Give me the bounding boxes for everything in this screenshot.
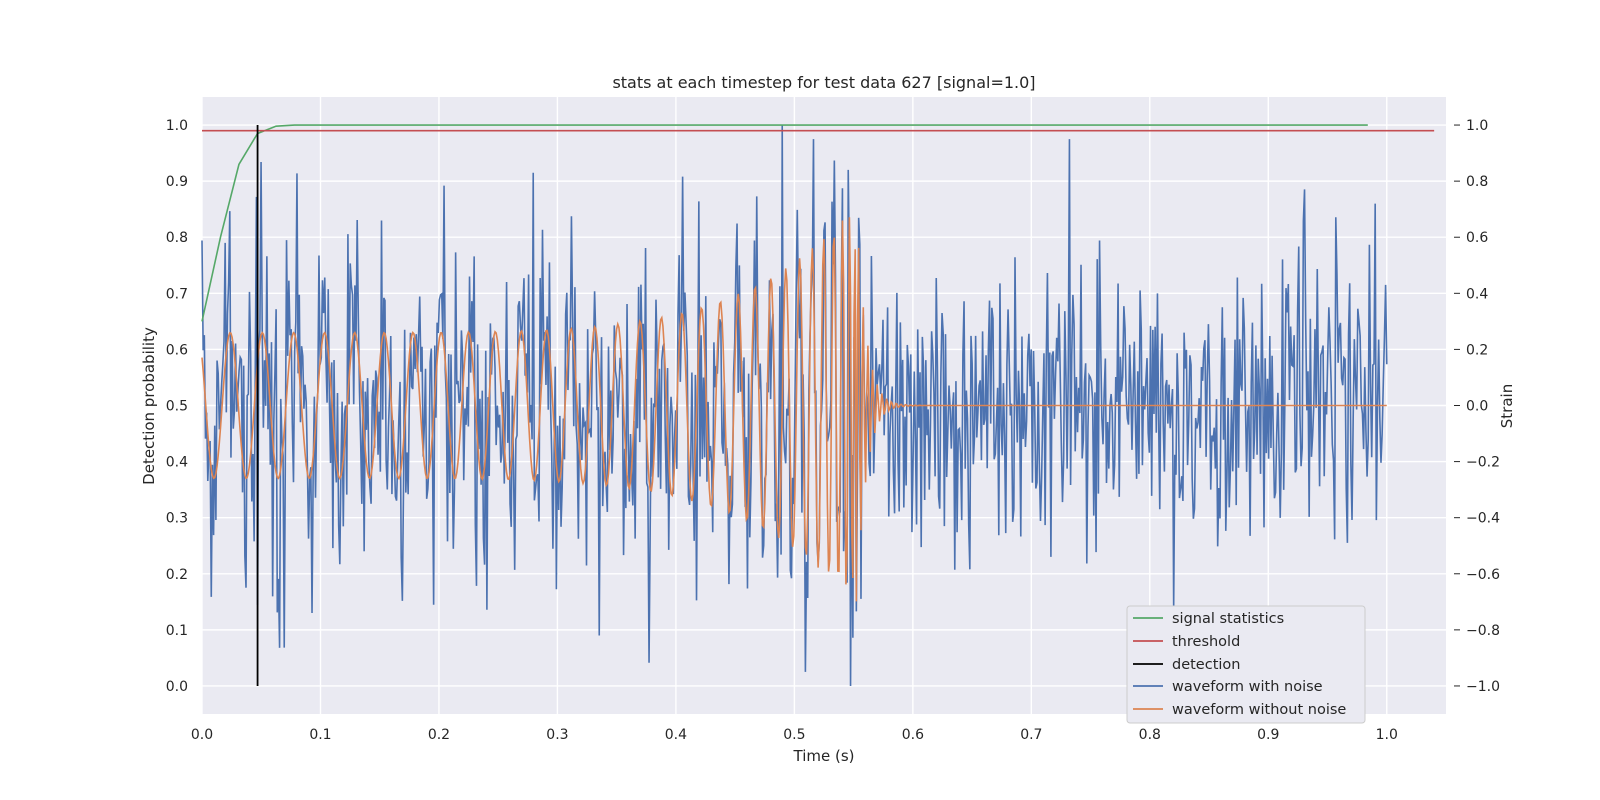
y-left-tick-label: 0.3	[166, 511, 188, 527]
legend-box	[1126, 605, 1366, 724]
legend-label-detection: detection	[1172, 657, 1240, 673]
y-left-tick-label: 0.1	[166, 623, 188, 639]
legend: signal statistics threshold detection wa…	[1126, 605, 1366, 724]
y-axis-left-label: Detection probability	[140, 327, 158, 485]
x-tick-label: 0.2	[428, 727, 450, 743]
chart-title: stats at each timestep for test data 627…	[612, 73, 1035, 92]
x-tick-label: 0.5	[783, 727, 805, 743]
y-right-tick-label: 0.0	[1466, 399, 1488, 415]
y-left-tick-label: 0.6	[166, 342, 188, 358]
x-tick-label: 0.3	[546, 727, 568, 743]
y-right-tick-label: −0.2	[1466, 455, 1500, 471]
waveform-without-noise-line	[201, 217, 1387, 602]
y-left-tick-label: 0.0	[166, 679, 188, 695]
x-tick-label: 0.1	[309, 727, 331, 743]
legend-label-threshold: threshold	[1172, 634, 1240, 650]
waveform-with-noise-line	[201, 125, 1388, 686]
y-left-tick-label: 0.8	[166, 230, 188, 246]
legend-label-waveform-with-noise: waveform with noise	[1172, 679, 1323, 695]
y-right-tick-label: 0.6	[1466, 230, 1488, 246]
y-left-tick-label: 0.9	[166, 174, 188, 190]
y-right-tick-label: −0.4	[1466, 511, 1500, 527]
x-axis-label: Time (s)	[793, 747, 855, 765]
x-tick-label: 0.9	[1257, 727, 1279, 743]
x-tick-label: 0.8	[1139, 727, 1161, 743]
legend-label-signal-statistics: signal statistics	[1172, 611, 1284, 627]
y-right-tick-label: 0.2	[1466, 342, 1488, 358]
x-tick-label: 0.0	[191, 727, 213, 743]
y-left-tick-label: 0.4	[166, 455, 188, 471]
y-right-tick-label: 0.4	[1466, 286, 1488, 302]
legend-label-waveform-without-noise: waveform without noise	[1172, 702, 1346, 718]
y-left-tick-label: 1.0	[166, 118, 188, 134]
y-right-tick-label: −0.8	[1466, 623, 1500, 639]
y-left-tick-label: 0.5	[166, 399, 188, 415]
signal-statistics-line	[201, 124, 1368, 322]
y-right-tick-label: −1.0	[1466, 679, 1500, 695]
series-layer	[201, 124, 1435, 686]
y-right-tick-label: 1.0	[1466, 118, 1488, 134]
y-right-tick-label: −0.6	[1466, 567, 1500, 583]
x-tick-label: 1.0	[1376, 727, 1398, 743]
y-axis-right-label: Strain	[1498, 384, 1516, 428]
x-tick-label: 0.7	[1020, 727, 1042, 743]
y-left-tick-label: 0.2	[166, 567, 188, 583]
x-tick-label: 0.6	[902, 727, 924, 743]
y-right-tick-label: 0.8	[1466, 174, 1488, 190]
y-left-tick-label: 0.7	[166, 286, 188, 302]
x-tick-label: 0.4	[665, 727, 687, 743]
tick-labels: 0.0 0.1 0.2 0.3 0.4 0.5 0.6 0.7 0.8 0.9 1.0 0.0 0.1 0…	[166, 118, 1500, 743]
